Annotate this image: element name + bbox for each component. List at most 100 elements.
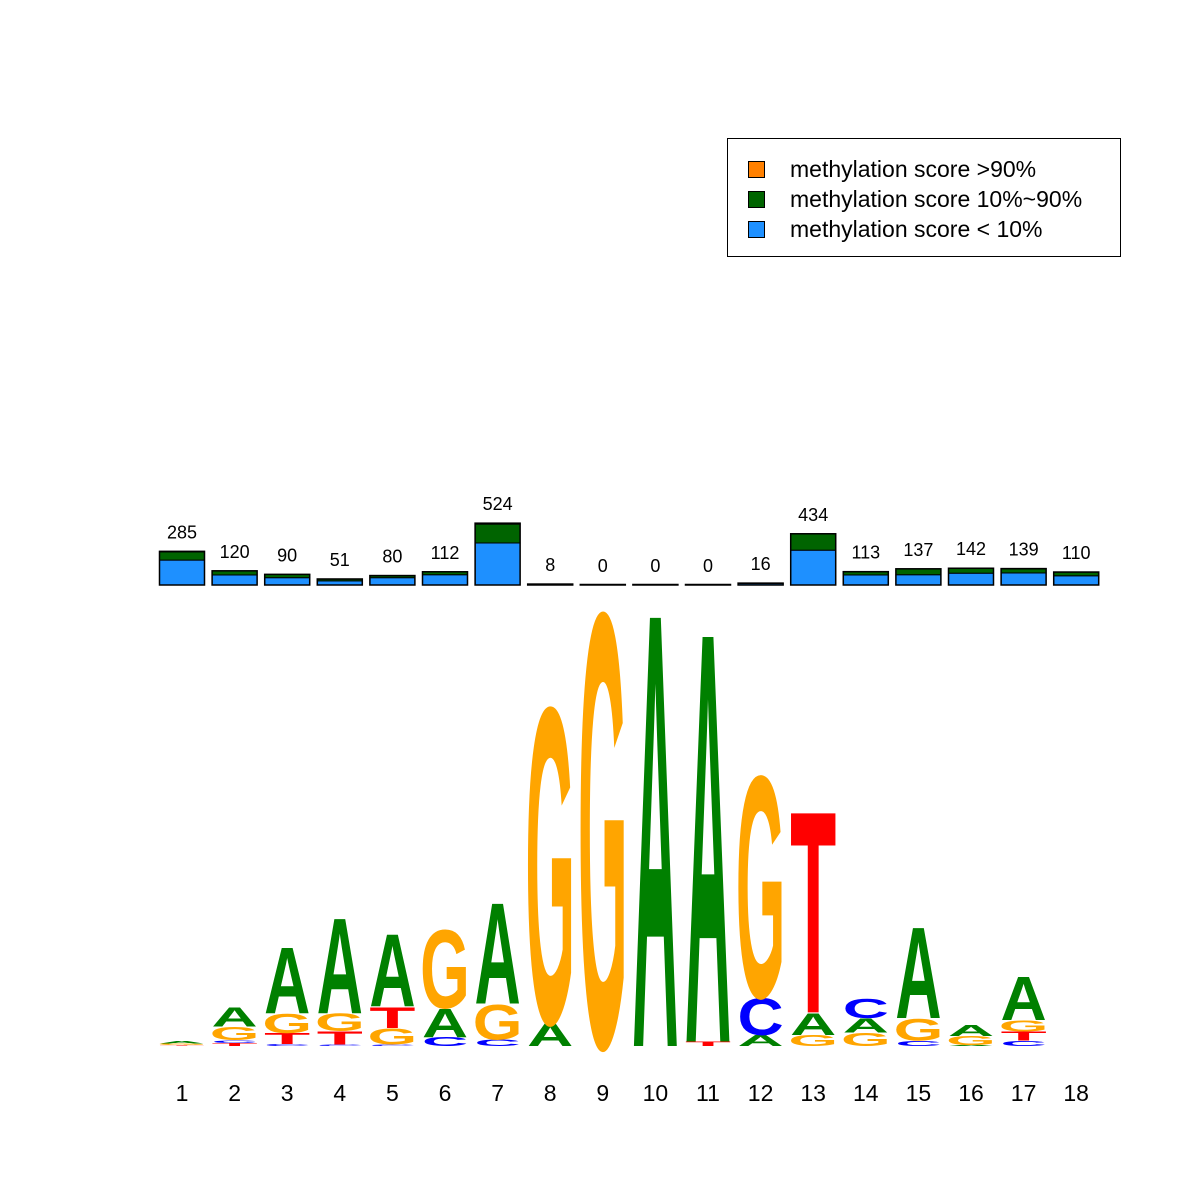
bar-value-label: 80 xyxy=(382,547,402,567)
bar-segment xyxy=(842,574,889,586)
logo-letter-a: A xyxy=(685,509,731,1167)
bar-segment xyxy=(369,577,416,586)
bar xyxy=(842,570,890,586)
logo-letter-t: T xyxy=(369,1002,415,1035)
legend-swatch xyxy=(748,190,765,208)
logo-letter-g: G xyxy=(420,907,470,1032)
logo-letter-a: A xyxy=(948,1045,994,1047)
position-label: 11 xyxy=(696,1080,720,1106)
bar-value-label: 0 xyxy=(598,556,608,576)
logo-letter-g: G xyxy=(525,612,575,1119)
logo-letter-g: G xyxy=(157,1043,207,1046)
logo-letter-a: A xyxy=(790,1007,836,1042)
bar xyxy=(1052,571,1100,586)
logo-letter-t: T xyxy=(1001,1029,1047,1043)
logo-letter-g: G xyxy=(262,1008,312,1039)
bar xyxy=(684,583,732,586)
bar xyxy=(316,578,364,586)
logo-letter-a: A xyxy=(212,1002,258,1033)
legend-label: methylation score >90% xyxy=(790,155,1037,182)
bar-segment xyxy=(948,572,994,586)
logo-letter-c: C xyxy=(369,1044,415,1046)
logo-letter-t: T xyxy=(790,751,836,1074)
logo-letter-c: C xyxy=(475,1038,521,1048)
bar-value-label: 16 xyxy=(751,554,771,574)
bar-segment xyxy=(159,559,205,586)
bar xyxy=(579,583,627,586)
bar-value-label: 0 xyxy=(650,556,660,576)
bar-value-label: 285 xyxy=(167,522,197,542)
position-label: 6 xyxy=(439,1080,452,1106)
logo-letter-c: C xyxy=(1001,1039,1047,1048)
bar-segment xyxy=(211,574,258,586)
logo-letter-c: C xyxy=(895,1039,941,1048)
position-label: 3 xyxy=(281,1080,294,1106)
logo-letter-g: G xyxy=(473,995,523,1051)
bar xyxy=(474,522,521,586)
legend-swatch xyxy=(748,160,765,178)
position-label: 1 xyxy=(176,1080,189,1106)
legend-item: methylation score >90% xyxy=(748,155,1037,182)
bar xyxy=(1000,567,1047,586)
bar xyxy=(737,582,784,586)
bar-value-label: 137 xyxy=(903,540,933,560)
logo-letter-g: G xyxy=(368,1024,418,1050)
bar-segment xyxy=(474,542,521,586)
bar xyxy=(947,567,995,586)
position-label: 16 xyxy=(958,1080,984,1106)
logo-letter-c: C xyxy=(317,1044,363,1046)
bar-segment xyxy=(264,577,311,586)
bar xyxy=(632,583,679,586)
position-axis-labels: 1 2 3 4 5 6 7 8 9 10 11 12 13 14 15 16 17 18 xyxy=(176,1080,1089,1106)
position-label: 13 xyxy=(800,1080,826,1106)
logo-letter-g: G xyxy=(841,1029,891,1050)
logo-letter-a: A xyxy=(738,1032,784,1049)
logo-letter-a: A xyxy=(264,928,310,1034)
legend: methylation score >90% methylation score … xyxy=(727,138,1121,257)
legend-swatch xyxy=(748,220,765,238)
bar xyxy=(526,583,574,586)
logo-letter-a: A xyxy=(369,914,415,1030)
bar-value-label: 139 xyxy=(1009,540,1039,560)
bar-segment xyxy=(474,523,521,544)
legend-item: methylation score < 10% xyxy=(748,216,1043,242)
logo-letter-g: G xyxy=(946,1034,996,1048)
bar xyxy=(789,533,837,586)
bar-value-label: 142 xyxy=(956,539,986,559)
logo-letter-c: C xyxy=(264,1044,310,1047)
bar-segment xyxy=(1053,575,1100,586)
logo-letter-c: C xyxy=(843,993,889,1024)
bar-value-label: 113 xyxy=(851,543,880,563)
logo-letter-a: A xyxy=(895,900,941,1046)
logo-letter-c: C xyxy=(738,988,784,1047)
bar-segment xyxy=(895,568,942,576)
bar xyxy=(263,573,311,586)
bar xyxy=(369,574,416,586)
position-label: 8 xyxy=(544,1080,557,1106)
position-label: 14 xyxy=(853,1080,879,1106)
logo-letter-g: G xyxy=(894,1013,944,1048)
logo-letter-a: A xyxy=(843,1015,889,1038)
bar-segment xyxy=(895,574,942,586)
bar-value-label: 112 xyxy=(431,543,460,563)
legend-label: methylation score 10%~90% xyxy=(790,185,1083,212)
bar-segment xyxy=(422,574,468,586)
bar-value-label: 51 xyxy=(330,550,350,570)
position-label: 2 xyxy=(228,1080,241,1106)
logo-letter-t: T xyxy=(685,1041,732,1048)
logo-letter-t: T xyxy=(212,1042,259,1047)
logo-letter-g: G xyxy=(788,1032,838,1049)
bar-segment xyxy=(1000,568,1047,574)
bar xyxy=(211,570,258,586)
logo-letter-a: A xyxy=(632,483,678,1178)
bar-value-label: 90 xyxy=(277,545,297,565)
logo-letter-t: T xyxy=(264,1030,310,1047)
logo-letter-g: G xyxy=(578,483,628,1178)
position-label: 5 xyxy=(386,1080,399,1106)
position-label: 7 xyxy=(491,1080,504,1106)
position-label: 18 xyxy=(1063,1080,1089,1106)
logo-letter-a: A xyxy=(527,1016,573,1053)
